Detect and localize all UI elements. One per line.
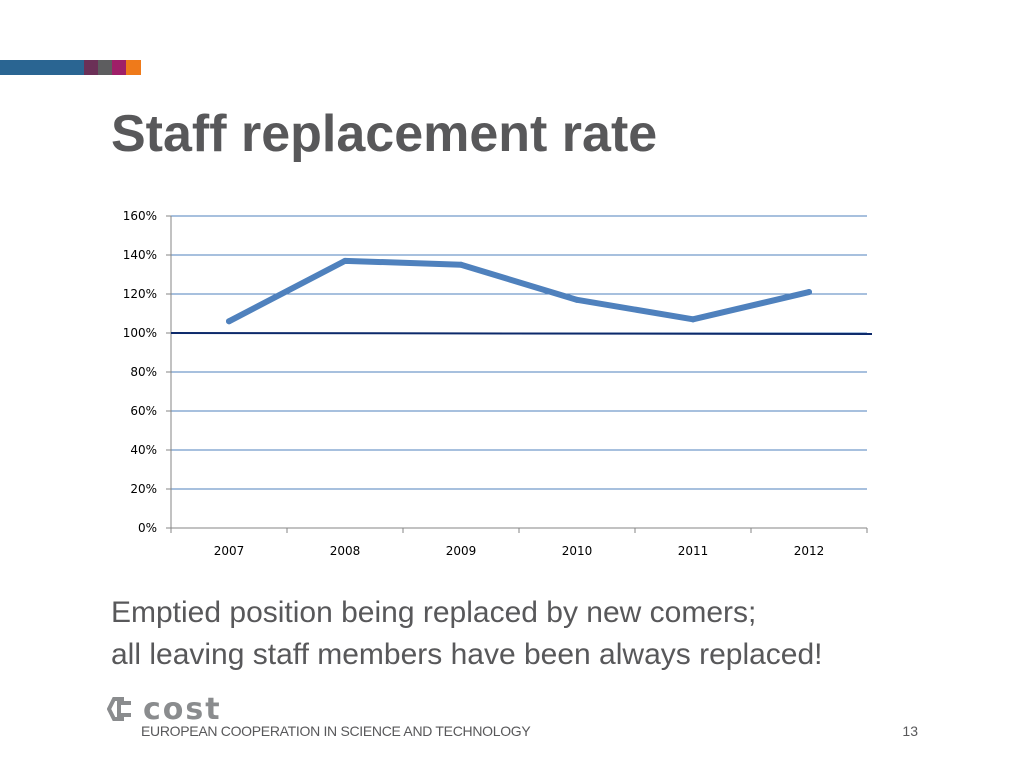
y-tick-label: 60%	[130, 404, 157, 418]
top-bar-segment-plum	[84, 60, 98, 75]
top-bar-segment-blue	[0, 60, 84, 75]
data-point	[690, 316, 696, 323]
top-bar-segment-magenta	[112, 60, 126, 75]
data-point	[226, 318, 232, 325]
x-tick-label: 2010	[562, 544, 593, 558]
data-point	[458, 261, 464, 268]
page-title: Staff replacement rate	[111, 105, 658, 163]
data-point	[806, 289, 812, 296]
series-line	[226, 257, 812, 325]
footer-organization: EUROPEAN COOPERATION IN SCIENCE AND TECH…	[141, 723, 531, 739]
x-tick-label: 2011	[678, 544, 709, 558]
y-tick-label: 0%	[138, 521, 157, 535]
y-tick-label: 140%	[123, 248, 157, 262]
data-point	[342, 257, 348, 264]
caption-line-1: Emptied position being replaced by new c…	[111, 596, 757, 629]
top-bar-segment-gray	[98, 60, 112, 75]
x-tick-label: 2007	[214, 544, 245, 558]
x-tick-label: 2012	[794, 544, 825, 558]
caption: Emptied position being replaced by new c…	[111, 592, 823, 676]
y-tick-label: 80%	[130, 365, 157, 379]
y-tick-label: 120%	[123, 287, 157, 301]
x-tick-label: 2009	[446, 544, 477, 558]
page-number: 13	[902, 723, 918, 739]
x-tick-label: 2008	[330, 544, 361, 558]
caption-line-2: all leaving staff members have been alwa…	[111, 638, 823, 671]
reference-line-100	[170, 332, 873, 335]
y-tick-label: 160%	[123, 209, 157, 223]
cost-logo-wordmark: cost	[143, 695, 222, 725]
data-point	[574, 296, 580, 303]
top-bar-segment-orange	[126, 60, 141, 75]
y-tick-label: 20%	[130, 482, 157, 496]
y-tick-label: 100%	[123, 326, 157, 340]
cost-logo: cost	[107, 695, 222, 725]
y-tick-label: 40%	[130, 443, 157, 457]
top-color-bar	[0, 60, 141, 75]
